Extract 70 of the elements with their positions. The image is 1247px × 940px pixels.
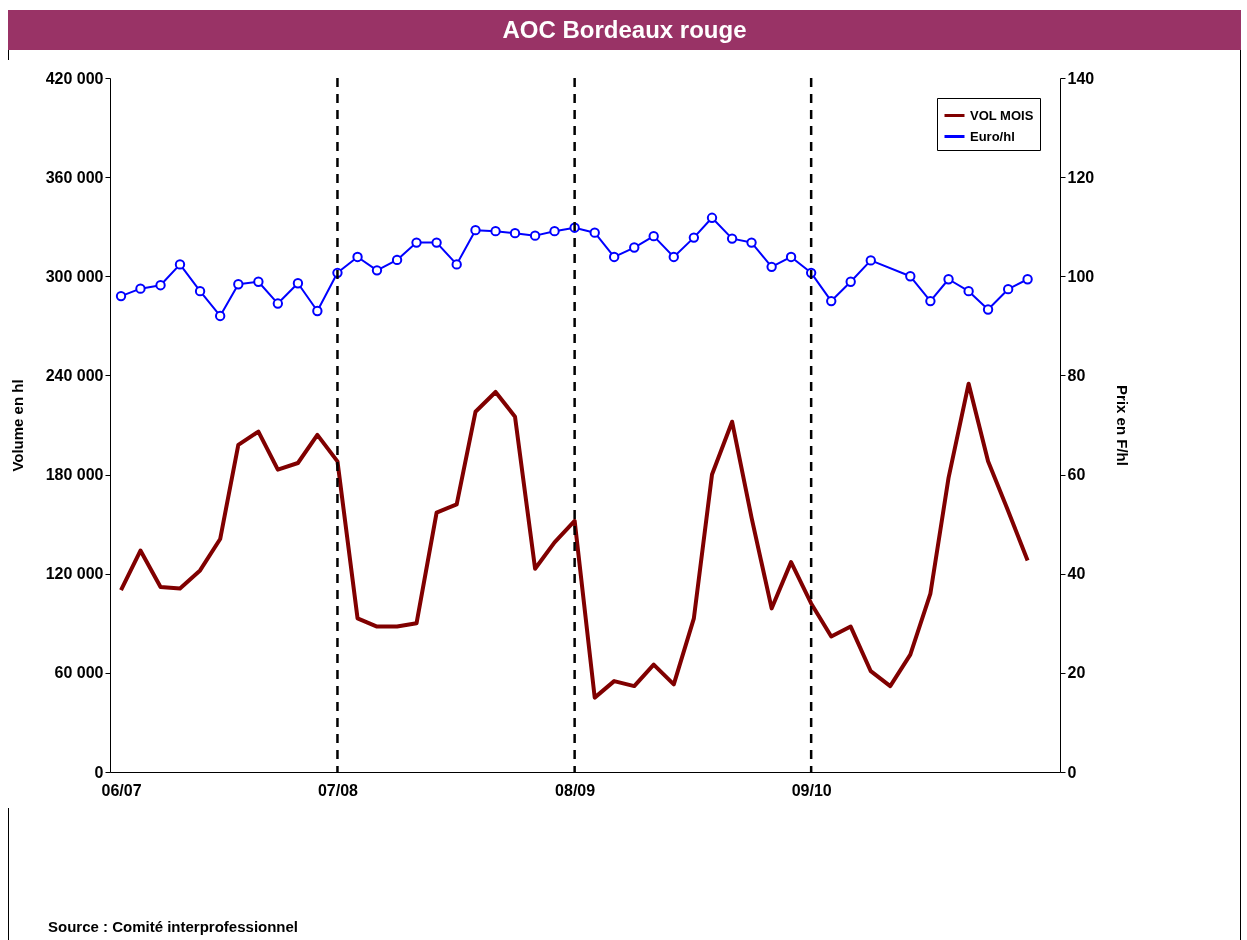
point — [312, 305, 323, 317]
y2-tick-label: 40 — [1067, 565, 1086, 583]
legend-label: VOL MOIS — [970, 107, 1034, 123]
point — [608, 251, 620, 263]
point — [905, 271, 916, 282]
y-tick-label: 360 000 — [45, 168, 104, 186]
point — [135, 283, 146, 294]
point — [411, 237, 422, 248]
point — [785, 251, 797, 263]
y2-tick-label: 80 — [1067, 366, 1086, 384]
y-tick-label: 120 000 — [45, 565, 104, 583]
y-tick-label: 180 000 — [45, 466, 104, 484]
point — [826, 295, 837, 307]
y-tick-label: 240 000 — [45, 366, 104, 384]
source-note: Source : Comité interprofessionnel — [48, 918, 299, 935]
point — [371, 265, 383, 276]
point — [865, 255, 876, 266]
point — [174, 259, 186, 270]
point — [746, 237, 757, 248]
point — [845, 276, 856, 287]
y-tick-label: 0 — [94, 763, 104, 781]
y-tick-label: 420 000 — [45, 69, 104, 87]
point — [470, 225, 481, 236]
point — [352, 251, 363, 263]
point — [233, 279, 244, 290]
y-tick-label: 300 000 — [45, 267, 104, 285]
point — [391, 254, 403, 266]
point — [925, 295, 936, 307]
point — [726, 233, 738, 244]
point — [253, 276, 264, 287]
x-tick-label: 08/09 — [555, 781, 596, 799]
legend-label: Euro/hl — [970, 128, 1015, 144]
y2-tick-label: 120 — [1067, 168, 1095, 186]
point — [431, 237, 442, 248]
chart-title: AOC Bordeaux rouge — [8, 10, 1241, 50]
point — [549, 226, 560, 237]
point — [292, 278, 304, 289]
point — [490, 226, 501, 237]
x-tick-label: 09/10 — [791, 781, 832, 799]
point — [529, 230, 541, 241]
y2-axis-title: Prix en F/hl — [1114, 385, 1132, 466]
point — [963, 285, 974, 297]
y2-tick-label: 60 — [1067, 466, 1086, 484]
point — [668, 251, 679, 263]
point — [589, 227, 600, 238]
point — [451, 259, 462, 270]
x-tick-label: 07/08 — [317, 781, 359, 799]
point — [766, 261, 777, 273]
point — [688, 232, 700, 243]
point — [1022, 274, 1033, 285]
point — [194, 285, 206, 297]
line-series — [119, 381, 1030, 700]
point — [982, 304, 994, 315]
point — [155, 280, 166, 291]
y2-tick-label: 20 — [1067, 664, 1086, 682]
point — [648, 230, 659, 242]
point — [629, 242, 640, 253]
point — [943, 274, 954, 285]
point — [272, 298, 284, 309]
y-tick-label: 60 000 — [54, 664, 104, 682]
point — [509, 227, 521, 239]
point — [1002, 284, 1014, 295]
y2-tick-label: 100 — [1067, 267, 1095, 285]
point — [706, 212, 718, 223]
point — [214, 310, 226, 322]
y2-tick-label: 0 — [1067, 763, 1077, 781]
point — [115, 290, 127, 302]
x-tick-label: 06/07 — [101, 781, 142, 799]
y-axis-title: Volume en hl — [8, 379, 26, 472]
y2-tick-label: 140 — [1067, 69, 1095, 87]
